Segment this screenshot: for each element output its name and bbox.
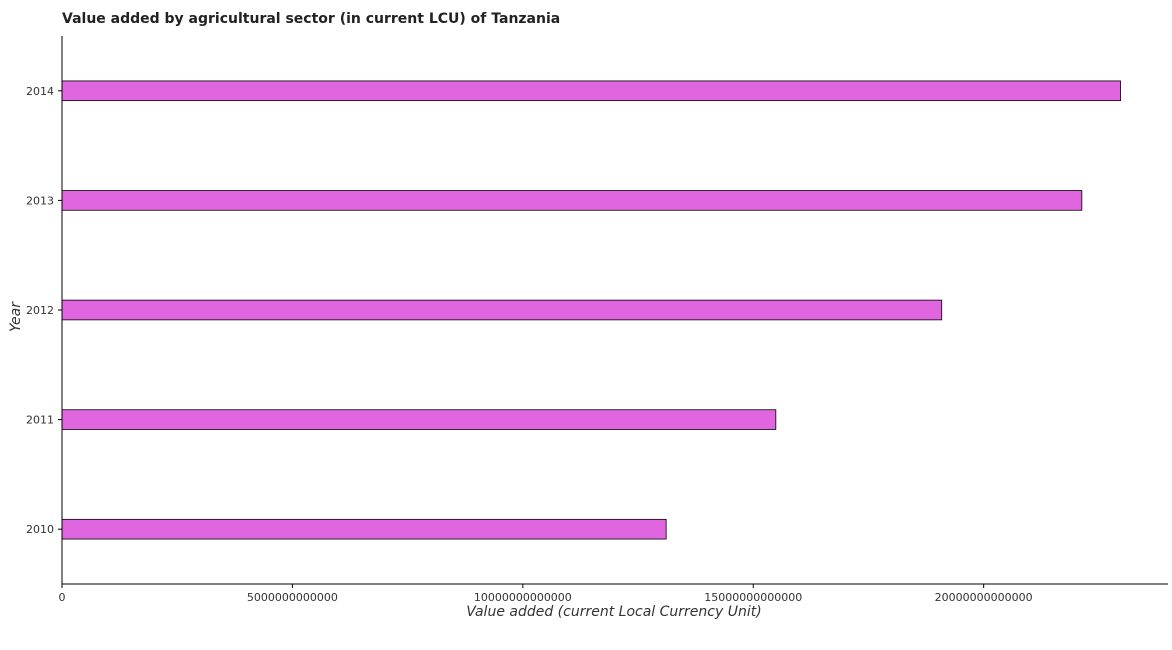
bars-layer [61, 80, 1121, 540]
y-tick-label-2012: 2012 [26, 304, 54, 317]
bar-2012 [61, 299, 943, 321]
x-axis: 0 5000000000000 10000000000000 150000000000… [59, 583, 1168, 604]
chart-title: Value added by agricultural sector (in c… [62, 11, 560, 27]
y-tick-label-2014: 2014 [26, 85, 54, 98]
y-axis-label: Year [8, 301, 24, 332]
bar-2013 [61, 190, 1083, 211]
bar-2014 [61, 80, 1121, 102]
y-tick-label-2010: 2010 [26, 523, 54, 536]
x-tick-label-1: 5000000000000 [247, 591, 338, 604]
x-tick-label-2: 10000000000000 [474, 591, 572, 604]
y-tick-label-2011: 2011 [26, 414, 54, 427]
y-axis: 2010 2011 2012 2013 2014 [26, 36, 63, 584]
bar-2011 [61, 409, 777, 430]
x-tick-label-0: 0 [59, 591, 66, 604]
y-tick-label-2013: 2013 [26, 194, 54, 207]
x-tick-label-3: 15000000000000 [704, 591, 802, 604]
bar-2010 [61, 518, 667, 540]
x-tick-label-4: 20000000000000 [935, 591, 1033, 604]
x-axis-label: Value added (current Local Currency Unit… [466, 604, 761, 620]
